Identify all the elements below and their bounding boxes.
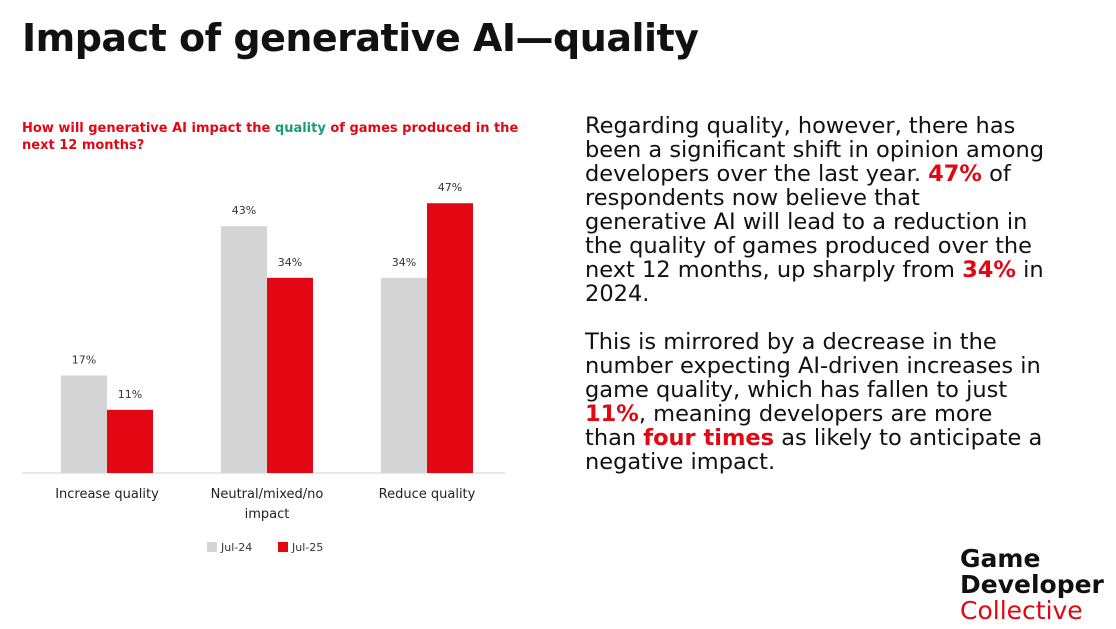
logo-line: Collective (960, 596, 1083, 625)
text: as likely to anticipate a negative impac… (585, 425, 1043, 475)
value-label: 34% (278, 256, 302, 269)
highlight: 34% (962, 257, 1016, 283)
text: This is mirrored by a decrease in the nu… (585, 329, 1041, 403)
highlight: four times (643, 425, 775, 451)
chart-title: How will generative AI impact the qualit… (22, 120, 522, 154)
text: in 2024. (585, 257, 1044, 307)
paragraph: This is mirrored by a decrease in the nu… (585, 330, 1047, 474)
x-tick-label: Increase quality (55, 487, 159, 502)
bar (61, 375, 107, 473)
legend-swatch (278, 542, 288, 552)
text: of respondents now believe that generati… (585, 161, 1032, 283)
value-label: 47% (438, 181, 462, 194)
bar (381, 277, 427, 473)
legend-label: Jul-24 (220, 541, 252, 554)
commentary: Regarding quality, however, there has be… (585, 114, 1047, 498)
legend-swatch (207, 542, 217, 552)
value-label: 17% (72, 353, 96, 366)
value-label: 43% (232, 204, 256, 217)
text: Regarding quality, however, there has be… (585, 113, 1045, 187)
legend-label: Jul-25 (291, 541, 323, 554)
bar (107, 409, 153, 473)
value-label: 11% (118, 388, 142, 401)
highlight: 47% (928, 161, 982, 187)
highlight: 11% (585, 401, 639, 427)
logo-line: Developer (960, 570, 1104, 599)
chart: 17% 11% 43% 34% 34% 47% Jul-24 Jul-25 (22, 181, 505, 554)
value-label: 34% (392, 256, 416, 269)
logo-line: Game (960, 544, 1041, 573)
chart-title-part: How will generative AI impact the (22, 121, 275, 136)
chart-title-part: of games produced in the next 12 months? (22, 121, 519, 153)
x-tick-label: Neutral/mixed/no impact (210, 487, 324, 522)
bar (427, 203, 473, 473)
text: , meaning developers are more than (585, 401, 993, 451)
bar (221, 226, 267, 473)
logo: Game Developer Collective (960, 546, 1104, 624)
x-tick-label: Reduce quality (378, 487, 476, 502)
chart-title-highlight: quality (274, 121, 326, 136)
paragraph: Regarding quality, however, there has be… (585, 114, 1047, 306)
slide-title: Impact of generative AI—quality (22, 16, 699, 60)
bar (267, 277, 313, 473)
